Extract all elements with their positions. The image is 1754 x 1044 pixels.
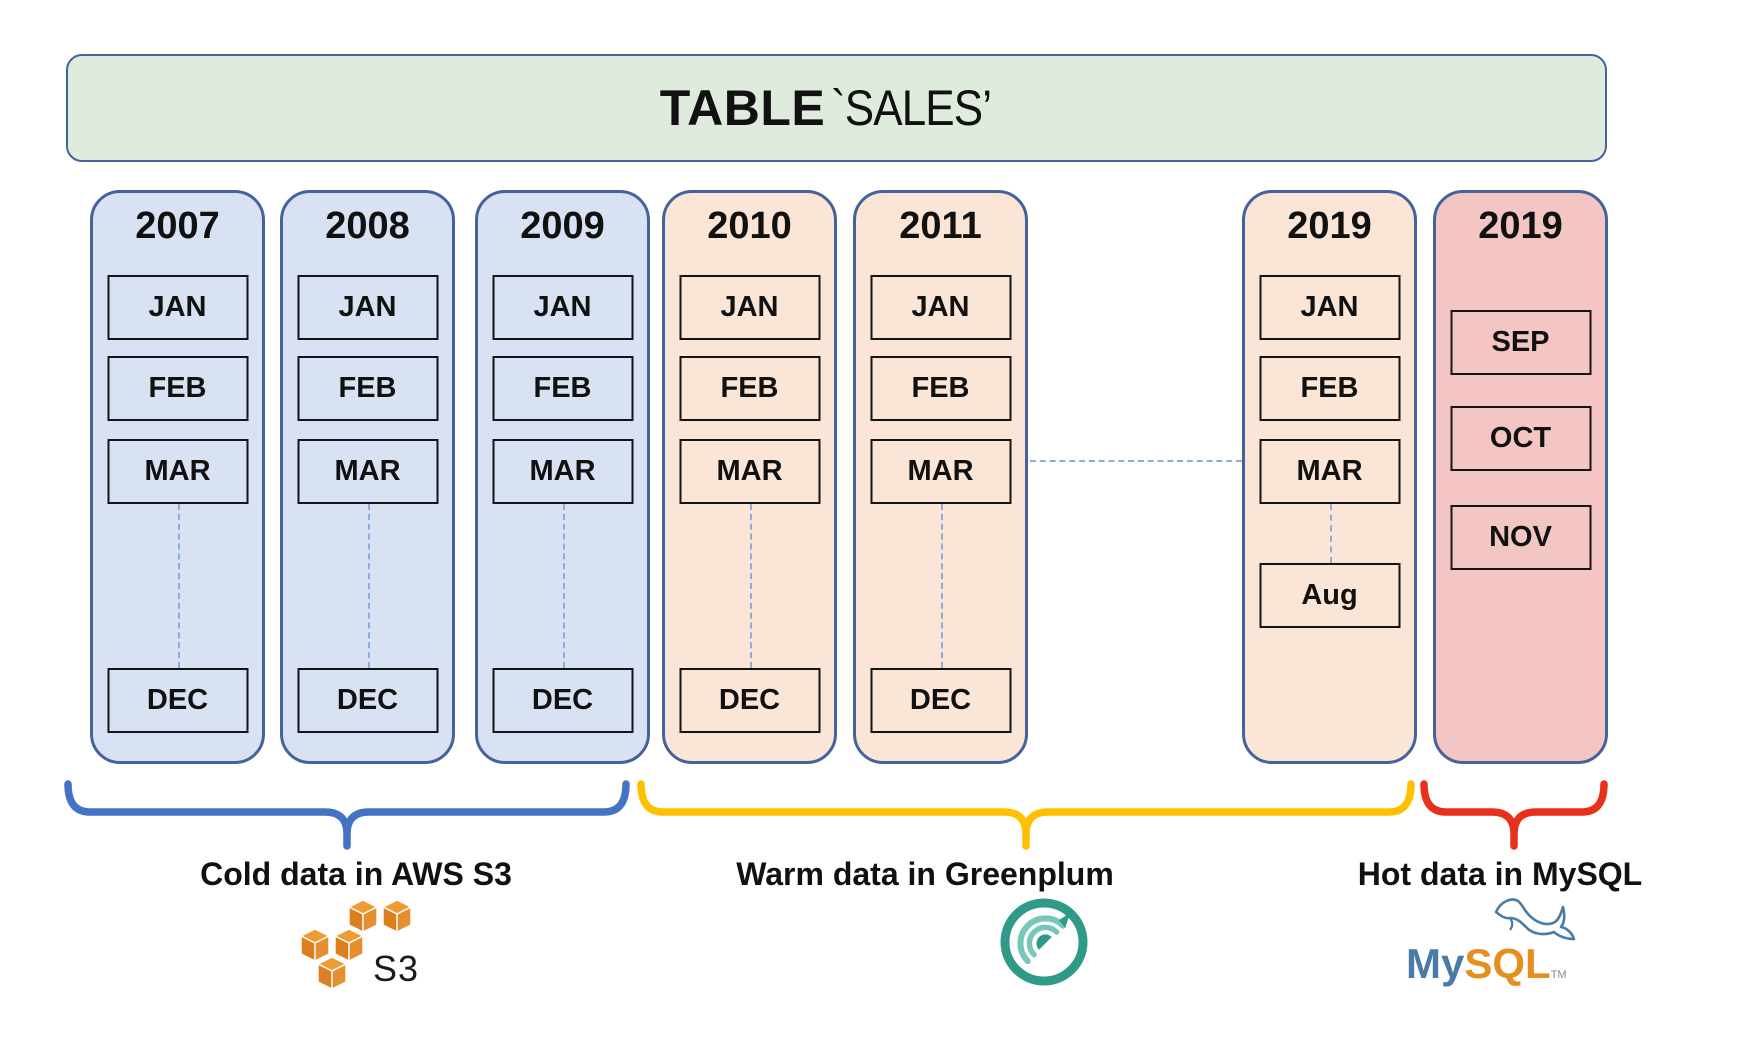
- aws-s3-logo: S3: [293, 896, 443, 994]
- year-column-2010-warm: 2010 JAN FEB MAR DEC: [662, 190, 837, 764]
- month-box: MAR: [870, 439, 1011, 504]
- month-box: MAR: [297, 439, 438, 504]
- s3-logo-text: S3: [373, 948, 420, 989]
- mysql-wordmark: MySQLTM: [1406, 940, 1567, 988]
- year-label: 2019: [1287, 205, 1372, 247]
- month-box: FEB: [1259, 356, 1400, 421]
- mysql-logo: MySQLTM: [1398, 894, 1598, 998]
- mysql-wordmark-my: My: [1406, 940, 1465, 987]
- month-box: FEB: [297, 356, 438, 421]
- month-box: DEC: [297, 668, 438, 733]
- month-box: MAR: [492, 439, 633, 504]
- table-header: TABLE `SALES’: [66, 54, 1607, 162]
- mysql-dolphin-icon: [1494, 898, 1576, 941]
- mysql-trademark: TM: [1550, 969, 1567, 981]
- month-box: JAN: [679, 275, 820, 340]
- month-box: MAR: [679, 439, 820, 504]
- year-column-2011-warm: 2011 JAN FEB MAR DEC: [853, 190, 1028, 764]
- month-box: DEC: [107, 668, 248, 733]
- month-box: JAN: [870, 275, 1011, 340]
- month-box: Aug: [1259, 563, 1400, 628]
- year-label: 2011: [899, 205, 982, 247]
- months-gap-dashed-line: [367, 504, 370, 668]
- table-name: `SALES’: [831, 80, 992, 136]
- mysql-wordmark-sql: SQL: [1464, 940, 1551, 987]
- month-box: NOV: [1450, 505, 1591, 570]
- tier-label-cold: Cold data in AWS S3: [200, 856, 512, 892]
- month-box: JAN: [107, 275, 248, 340]
- cold-brace: [64, 780, 630, 850]
- months-gap-dashed-line: [177, 504, 180, 668]
- month-box: JAN: [297, 275, 438, 340]
- years-gap-dashed-connector: [1030, 460, 1242, 462]
- year-column-2019-warm: 2019 JAN FEB MAR Aug: [1242, 190, 1417, 764]
- greenplum-logo: [997, 895, 1091, 989]
- month-box: DEC: [679, 668, 820, 733]
- month-box: JAN: [492, 275, 633, 340]
- months-gap-dashed-line: [562, 504, 565, 668]
- year-column-2007-cold: 2007 JAN FEB MAR DEC: [90, 190, 265, 764]
- month-box: FEB: [870, 356, 1011, 421]
- year-label: 2007: [135, 205, 220, 247]
- month-box: SEP: [1450, 310, 1591, 375]
- month-box: DEC: [492, 668, 633, 733]
- months-gap-dashed-line: [1329, 504, 1332, 563]
- year-column-2019-hot: 2019 SEP OCT NOV: [1433, 190, 1608, 764]
- tier-label-warm: Warm data in Greenplum: [736, 856, 1114, 892]
- month-box: MAR: [1259, 439, 1400, 504]
- month-box: JAN: [1259, 275, 1400, 340]
- year-column-2008-cold: 2008 JAN FEB MAR DEC: [280, 190, 455, 764]
- month-box: DEC: [870, 668, 1011, 733]
- braces: [0, 778, 1754, 852]
- s3-cubes-icon: [300, 899, 412, 990]
- table-keyword: TABLE: [659, 80, 826, 136]
- warm-brace: [637, 780, 1415, 850]
- months-gap-dashed-line: [940, 504, 943, 668]
- tier-label-hot: Hot data in MySQL: [1357, 856, 1643, 892]
- year-label: 2010: [707, 205, 792, 247]
- month-box: FEB: [107, 356, 248, 421]
- year-label: 2019: [1478, 205, 1563, 247]
- months-gap-dashed-line: [749, 504, 752, 668]
- year-column-2009-cold: 2009 JAN FEB MAR DEC: [475, 190, 650, 764]
- month-box: FEB: [679, 356, 820, 421]
- greenplum-icon: [1000, 898, 1088, 986]
- month-box: OCT: [1450, 406, 1591, 471]
- month-box: FEB: [492, 356, 633, 421]
- month-box: MAR: [107, 439, 248, 504]
- hot-brace: [1420, 780, 1608, 850]
- year-label: 2008: [325, 205, 410, 247]
- year-label: 2009: [520, 205, 605, 247]
